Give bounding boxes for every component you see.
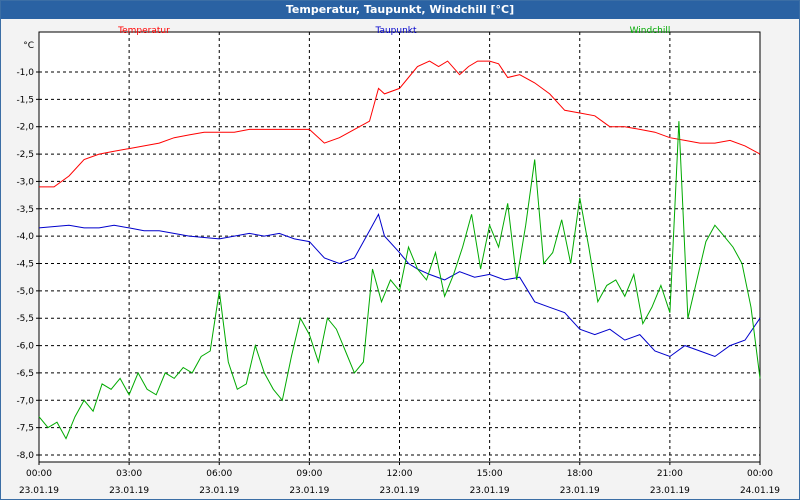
- y-tick-label: -6,0: [16, 342, 34, 352]
- y-tick-label: -3,0: [16, 177, 34, 187]
- x-tick-time-label: 21:00: [657, 469, 683, 479]
- x-tick-time-label: 06:00: [206, 469, 232, 479]
- grid-lines: [39, 32, 760, 462]
- legend-item-temperatur: Temperatur: [117, 26, 170, 36]
- x-tick-date-label: 23.01.19: [379, 486, 419, 496]
- window-title: Temperatur, Taupunkt, Windchill [°C]: [1, 1, 799, 19]
- series-line-temperatur: [39, 60, 761, 188]
- x-tick-time-label: 15:00: [477, 469, 503, 479]
- y-tick-label: -5,5: [16, 314, 34, 324]
- legend-item-windchill: Windchill: [630, 26, 671, 36]
- x-axis: 00:00 23.01.19 03:00 23.01.19 06:00 23.01.19 0…: [19, 462, 780, 496]
- y-tick-label: -1,5: [16, 95, 34, 105]
- y-axis: -1,0 -1,5 -2,0 -2,5 -3,0 -3,5 -4,0 -4,5 -5,0 -5,5…: [16, 68, 39, 461]
- x-tick-time-label: 00:00: [26, 469, 52, 479]
- y-tick-label: -7,0: [16, 396, 34, 406]
- legend-item-taupunkt: Taupunkt: [374, 26, 417, 36]
- y-tick-label: -1,0: [16, 68, 34, 78]
- x-tick-time-label: 03:00: [116, 469, 142, 479]
- y-tick-label: -4,5: [16, 260, 34, 270]
- x-tick-time-label: 18:00: [567, 469, 593, 479]
- x-tick-time-label: 00:00: [747, 469, 773, 479]
- x-tick-time-label: 09:00: [296, 469, 322, 479]
- y-tick-label: -2,0: [16, 123, 34, 133]
- x-tick-time-label: 12:00: [387, 469, 413, 479]
- series-line-windchill: [38, 121, 761, 440]
- x-tick-date-label: 23.01.19: [109, 486, 149, 496]
- x-tick-date-label: 24.01.19: [740, 486, 780, 496]
- y-tick-label: -8,0: [16, 451, 34, 461]
- y-tick-label: -5,0: [16, 287, 34, 297]
- x-tick-date-label: 23.01.19: [289, 486, 329, 496]
- y-axis-unit-label: °C: [23, 41, 34, 51]
- y-tick-label: -6,5: [16, 369, 34, 379]
- x-tick-date-label: 23.01.19: [199, 486, 239, 496]
- x-tick-date-label: 23.01.19: [470, 486, 510, 496]
- x-tick-date-label: 23.01.19: [19, 486, 59, 496]
- x-tick-date-label: 23.01.19: [650, 486, 690, 496]
- x-tick-date-label: 23.01.19: [560, 486, 600, 496]
- series-layer: [38, 60, 761, 440]
- y-tick-label: -4,0: [16, 232, 34, 242]
- y-tick-label: -7,5: [16, 424, 34, 434]
- plot-background: [38, 31, 761, 463]
- legend: Temperatur Taupunkt Windchill: [117, 26, 670, 36]
- y-tick-label: -3,5: [16, 205, 34, 215]
- y-tick-label: -2,5: [16, 150, 34, 160]
